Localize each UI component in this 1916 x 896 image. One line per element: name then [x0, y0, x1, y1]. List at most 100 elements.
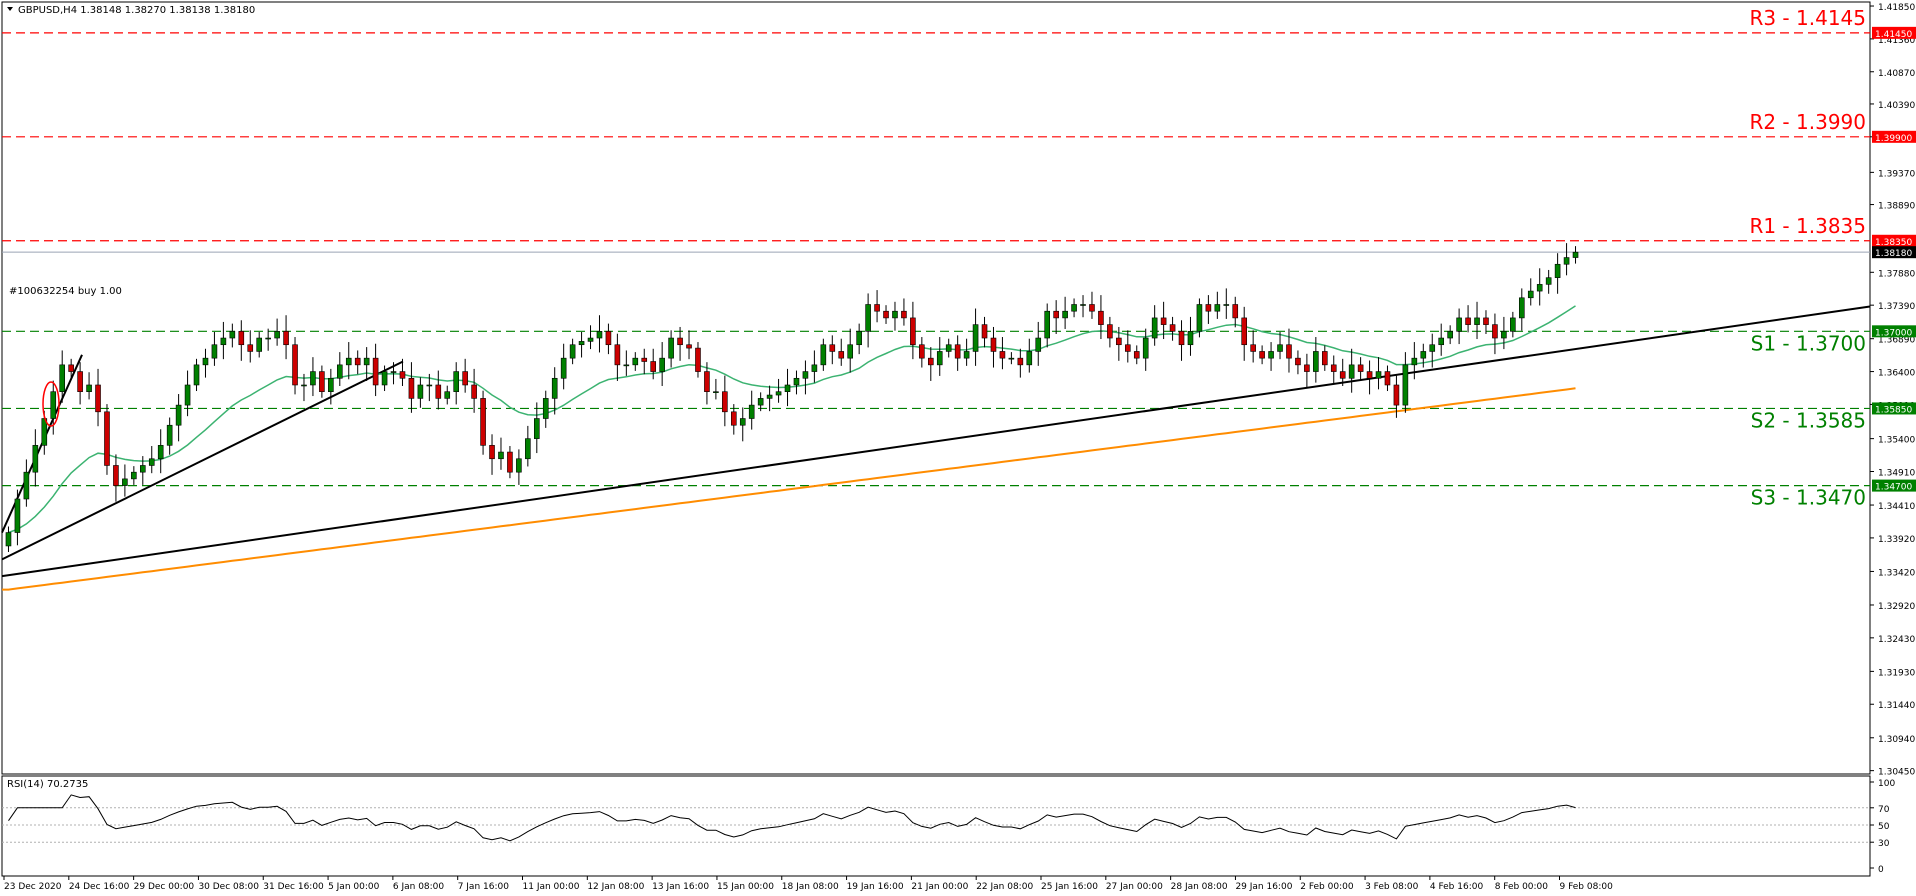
candle-body — [1268, 351, 1274, 359]
candle-body — [453, 371, 460, 392]
time-tick-label: 22 Jan 08:00 — [976, 882, 1033, 892]
price-tick-label: 1.34410 — [1878, 502, 1915, 512]
candle-body — [1196, 304, 1203, 332]
candle-body — [435, 384, 442, 399]
candle-body — [1313, 351, 1319, 372]
candle-body — [310, 371, 316, 386]
level-tag-r1 — [1872, 234, 1916, 247]
candle-body — [1142, 337, 1149, 359]
candle-body — [802, 371, 809, 379]
candle-body — [927, 357, 934, 366]
candle-body — [1169, 324, 1176, 332]
level-tag-s1 — [1872, 325, 1916, 338]
price-tick-label: 1.31930 — [1878, 668, 1915, 678]
price-tick-label: 1.40390 — [1878, 101, 1915, 111]
candle-body — [1035, 337, 1042, 352]
candle-body — [1107, 324, 1113, 339]
time-tick-label: 24 Dec 16:00 — [69, 882, 130, 892]
price-tick-label: 1.35400 — [1878, 436, 1915, 446]
candle-body — [1277, 344, 1283, 352]
level-label-r1: R1 - 1.3835 — [1749, 214, 1866, 238]
candle-body — [113, 465, 119, 486]
candle-body — [739, 418, 746, 426]
candle-body — [23, 471, 30, 500]
candles — [5, 243, 1579, 552]
candle-body — [686, 344, 692, 349]
rsi-tick-label: 100 — [1878, 779, 1895, 789]
price-tick-label: 1.38890 — [1878, 202, 1915, 212]
candle-body — [319, 371, 325, 392]
candle-body — [919, 344, 925, 359]
level-tag-text-s3: 1.34700 — [1875, 483, 1912, 493]
candle-body — [820, 344, 827, 366]
candle-body — [175, 404, 182, 426]
level-tag-text-r1: 1.38350 — [1875, 238, 1912, 248]
candle-body — [596, 331, 603, 339]
candle-body — [471, 384, 477, 399]
candle-body — [363, 357, 370, 366]
candle-body — [1438, 337, 1445, 346]
candle-body — [892, 310, 898, 319]
time-tick-label: 6 Jan 08:00 — [393, 882, 445, 892]
price-tick-label: 1.33420 — [1878, 568, 1915, 578]
time-tick-label: 4 Feb 16:00 — [1430, 882, 1484, 892]
price-tags: 1.41450 1.39900 1.38350 1.37000 1.35850 1.347… — [1872, 26, 1916, 493]
candle-body — [1545, 277, 1552, 285]
time-tick-label: 30 Dec 08:00 — [198, 882, 259, 892]
price-tick-label: 1.32430 — [1878, 635, 1915, 645]
time-tick-label: 7 Jan 16:00 — [458, 882, 510, 892]
ma-slow-line — [2, 387, 1576, 591]
candle-body — [775, 391, 782, 396]
level-label-r2: R2 - 1.3990 — [1749, 110, 1866, 134]
candle-body — [184, 384, 191, 406]
candle-body — [811, 364, 818, 372]
candle-body — [1250, 344, 1256, 352]
collapse-triangle-icon[interactable] — [7, 7, 13, 11]
candle-body — [748, 404, 755, 419]
price-tick-label: 1.39370 — [1878, 169, 1915, 179]
time-tick-label: 29 Jan 16:00 — [1235, 882, 1292, 892]
level-tag-text-r2: 1.39900 — [1875, 134, 1912, 144]
trendline-short — [1, 360, 404, 561]
price-tick-label: 1.37390 — [1878, 302, 1915, 312]
candle-body — [766, 394, 773, 399]
time-tick-label: 3 Feb 08:00 — [1365, 882, 1419, 892]
level-tag-text-s1: 1.37000 — [1875, 328, 1912, 338]
level-label-s3: S3 - 1.3470 — [1751, 486, 1866, 510]
candle-body — [301, 384, 307, 387]
ma-fast-line — [8, 305, 1576, 534]
time-tick-label: 31 Dec 16:00 — [263, 882, 324, 892]
time-tick-label: 11 Jan 00:00 — [523, 882, 580, 892]
candle-body — [1205, 304, 1212, 312]
price-tick-label: 1.33920 — [1878, 535, 1915, 545]
candle-body — [533, 418, 540, 439]
time-tick-label: 5 Jan 00:00 — [328, 882, 380, 892]
time-tick-label: 28 Jan 08:00 — [1171, 882, 1228, 892]
candle-body — [972, 324, 979, 352]
candle-body — [1429, 344, 1436, 352]
level-tag-text-s2: 1.35850 — [1875, 405, 1912, 415]
candle-body — [1133, 351, 1140, 359]
candle-body — [757, 398, 764, 406]
candle-body — [265, 337, 271, 340]
candle-body — [954, 344, 961, 359]
time-tick-label: 27 Jan 00:00 — [1106, 882, 1163, 892]
candle-body — [1465, 317, 1471, 325]
candle-body — [713, 391, 719, 393]
candle-body — [1008, 357, 1015, 360]
level-label-r3: R3 - 1.4145 — [1749, 6, 1866, 30]
level-tag-s3 — [1872, 479, 1916, 492]
candle-body — [1053, 310, 1059, 319]
moving-averages — [2, 305, 1576, 591]
candle-body — [1420, 351, 1427, 359]
price-tick-label: 1.30450 — [1878, 768, 1915, 778]
time-tick-label: 2 Feb 00:00 — [1300, 882, 1354, 892]
candle-body — [704, 371, 710, 392]
candle-body — [999, 351, 1006, 359]
candle-body — [1178, 331, 1185, 346]
candle-body — [883, 310, 889, 319]
candle-body — [1447, 331, 1453, 339]
time-axis: 23 Dec 2020 24 Dec 16:00 29 Dec 00:00 30 De… — [3, 876, 1613, 892]
candle-body — [1071, 304, 1077, 312]
